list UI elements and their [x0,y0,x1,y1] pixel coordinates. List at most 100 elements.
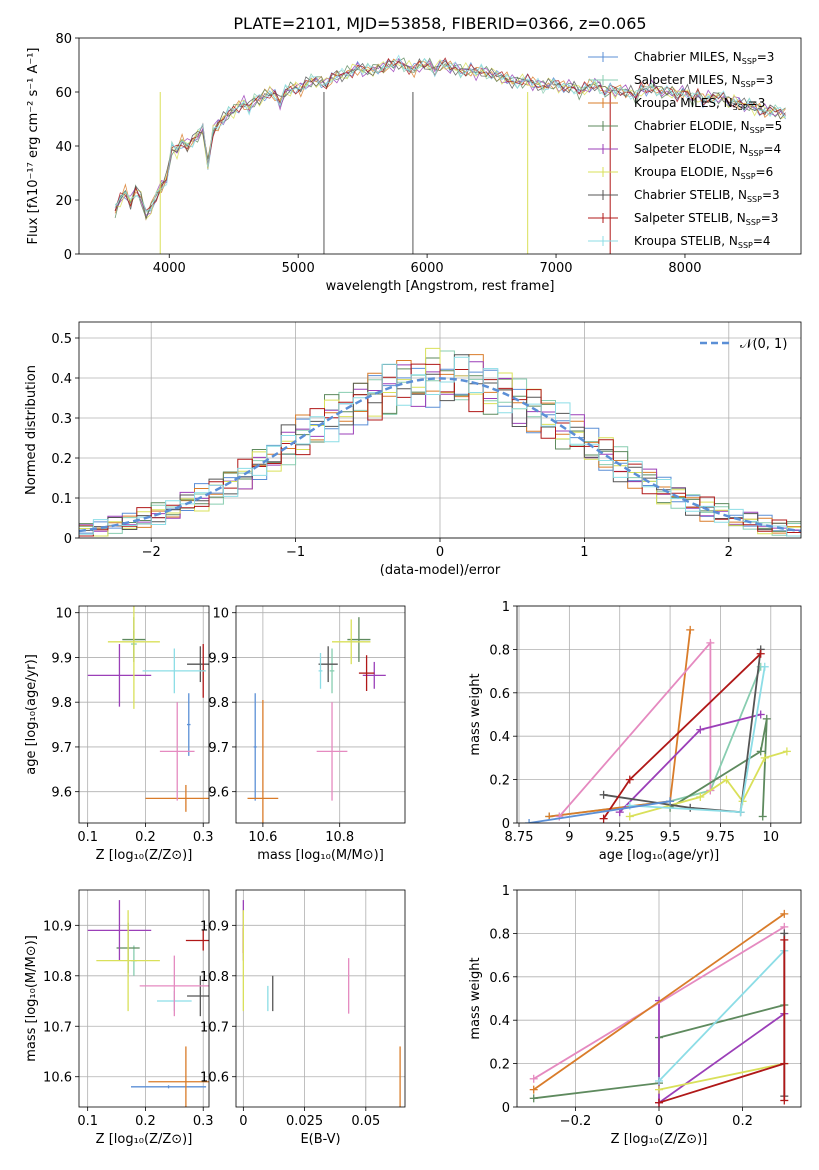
y-tick-label: 0.1 [51,492,72,507]
x-tick-label: 8000 [668,261,701,276]
spectrum-line [114,54,786,212]
x-tick-label: 10 [763,830,780,845]
legend-label: Salpeter MILES, NSSP=3 [634,73,773,89]
x-axis-label: Z [log₁₀(Z/Z⊙)] [96,1132,193,1147]
x-tick-label: 0.2 [135,830,156,845]
y-tick-label: 0.4 [489,730,510,745]
legend-subscript: SSP [747,195,762,204]
plots-layer: 4000 5000 6000 7000 8000020406080wavelength … [24,32,802,1147]
y-axis-label: mass weight [468,957,483,1039]
y-tick-label: 60 [55,86,72,101]
legend-label: Kroupa MILES, NSSP=3 [634,96,765,112]
y-tick-label: 10 [212,607,229,622]
axes-frame [235,605,406,824]
legend-label: 𝒩(0, 1) [740,337,787,352]
axes-frame [516,605,802,824]
normal-curve [79,377,801,533]
y-tick-label: 10.7 [200,1020,229,1035]
legend-subscript: SSP [738,241,753,250]
plot-area [87,606,209,812]
legend-count: =4 [753,234,771,248]
weight-line [533,926,785,1080]
x-tick-label: 0.025 [286,1114,323,1129]
x-tick-label: −2 [142,545,161,560]
x-tick-label: 9 [565,830,573,845]
spectrum-line [114,57,786,212]
x-axis-label: Z [log₁₀(Z/Z⊙)] [611,1132,708,1147]
y-tick-label: 9.8 [51,696,72,711]
axes-frame [78,321,802,539]
y-tick-label: 10 [55,607,72,622]
legend-count: =3 [748,96,766,110]
y-tick-label: 9.7 [208,741,229,756]
x-tick-label: 6000 [411,261,444,276]
y-tick-label: 0 [502,1101,510,1116]
y-tick-label: 0.4 [489,1014,510,1029]
legend-label: Kroupa STELIB, NSSP=4 [634,234,771,250]
plot-area [242,900,401,1107]
weight-line [549,666,762,818]
y-tick-label: 9.7 [51,741,72,756]
legend-label: Salpeter ELODIE, NSSP=4 [634,142,781,158]
plot-area [87,900,209,1107]
legend-subscript: SSP [733,103,748,112]
x-axis-label: mass [log₁₀(M/M⊙)] [257,848,384,863]
legend-count: =5 [765,119,783,133]
x-tick-label: 0.1 [77,1114,98,1129]
weight-line [558,640,712,818]
axes-frame [78,889,210,1108]
legend-label: Chabrier MILES, NSSP=3 [634,50,774,66]
y-tick-label: 0.8 [489,643,510,658]
legend-subscript: SSP [748,149,763,158]
legend-subscript: SSP [741,80,756,89]
y-tick-label: 10.6 [200,1071,229,1086]
x-tick-label: 2 [725,545,733,560]
legend-subscript: SSP [746,218,761,227]
x-axis-label: (data-model)/error [380,563,501,578]
legend-label: Kroupa ELODIE, NSSP=6 [634,165,773,181]
x-tick-label: 0.2 [135,1114,156,1129]
panel-age-vs-mass: 10.6 10.8 9.6 9.7 9.8 9.9 10 mass [log₁₀(M/M⊙)] [208,605,406,863]
x-axis-label: wavelength [Angstrom, rest frame] [326,279,555,294]
panel-age-vs-Z: 0.1 0.2 0.3 9.6 9.7 9.8 9.9 10 Z [log₁₀(Z/Z⊙)] ag… [24,605,214,863]
panel-spectrum: 4000 5000 6000 7000 8000 0 20 40 60 80 wavelength … [26,32,802,294]
y-tick-label: 0 [502,817,510,832]
y-tick-label: 0.5 [51,332,72,347]
weight-line [669,718,768,817]
y-tick-label: 0.6 [489,971,510,986]
y-axis-label: Flux [fλ10⁻¹⁷ erg cm⁻² s⁻¹ A⁻¹] [26,48,41,245]
legend-subscript: SSP [742,57,757,66]
legend-count: =4 [763,142,781,156]
y-tick-label: 0.2 [489,1058,510,1073]
x-tick-label: 9.75 [706,830,735,845]
legend-label: Chabrier ELODIE, NSSP=5 [634,119,782,135]
panel-residuals: −2 −1 0 1 2 0 0.1 0.2 0.3 0.4 0.5 (data-model)/erro… [24,321,802,578]
x-tick-label: 0 [239,1114,247,1129]
x-tick-label: 4000 [153,261,186,276]
plot-area [525,625,791,823]
weight-line [658,1062,785,1091]
x-axis-label: E(B-V) [300,1132,340,1147]
panel-mass-vs-Z: 0.1 0.2 0.3 10.6 10.7 10.8 10.9 Z [log₁₀(Z/Z⊙)]… [24,889,214,1147]
axes-frame [516,889,802,1108]
y-tick-label: 80 [55,32,72,47]
y-axis-label: mass [log₁₀(M/M⊙)] [24,935,39,1062]
legend-count: =3 [761,211,779,225]
x-tick-label: 0.3 [193,1114,214,1129]
y-tick-label: 40 [55,140,72,155]
axes-frame [78,37,802,255]
plot-area [247,617,386,823]
histogram-step [79,356,801,537]
x-tick-label: 0 [436,545,444,560]
weight-line [603,649,762,814]
weight-line [528,800,671,823]
y-tick-label: 0 [64,532,72,547]
legend-subscript: SSP [741,172,756,181]
weight-line [658,1062,785,1104]
weight-line [629,750,788,818]
legend-label: Salpeter STELIB, NSSP=3 [634,211,778,227]
y-tick-label: 20 [55,194,72,209]
legend-label: Chabrier STELIB, NSSP=3 [634,188,780,204]
y-axis-label: Normed distribution [24,365,39,495]
panel-mass-vs-EBV: 0 0.025 0.05 10.6 10.7 10.8 10.9 E(B-V) [200,889,406,1147]
